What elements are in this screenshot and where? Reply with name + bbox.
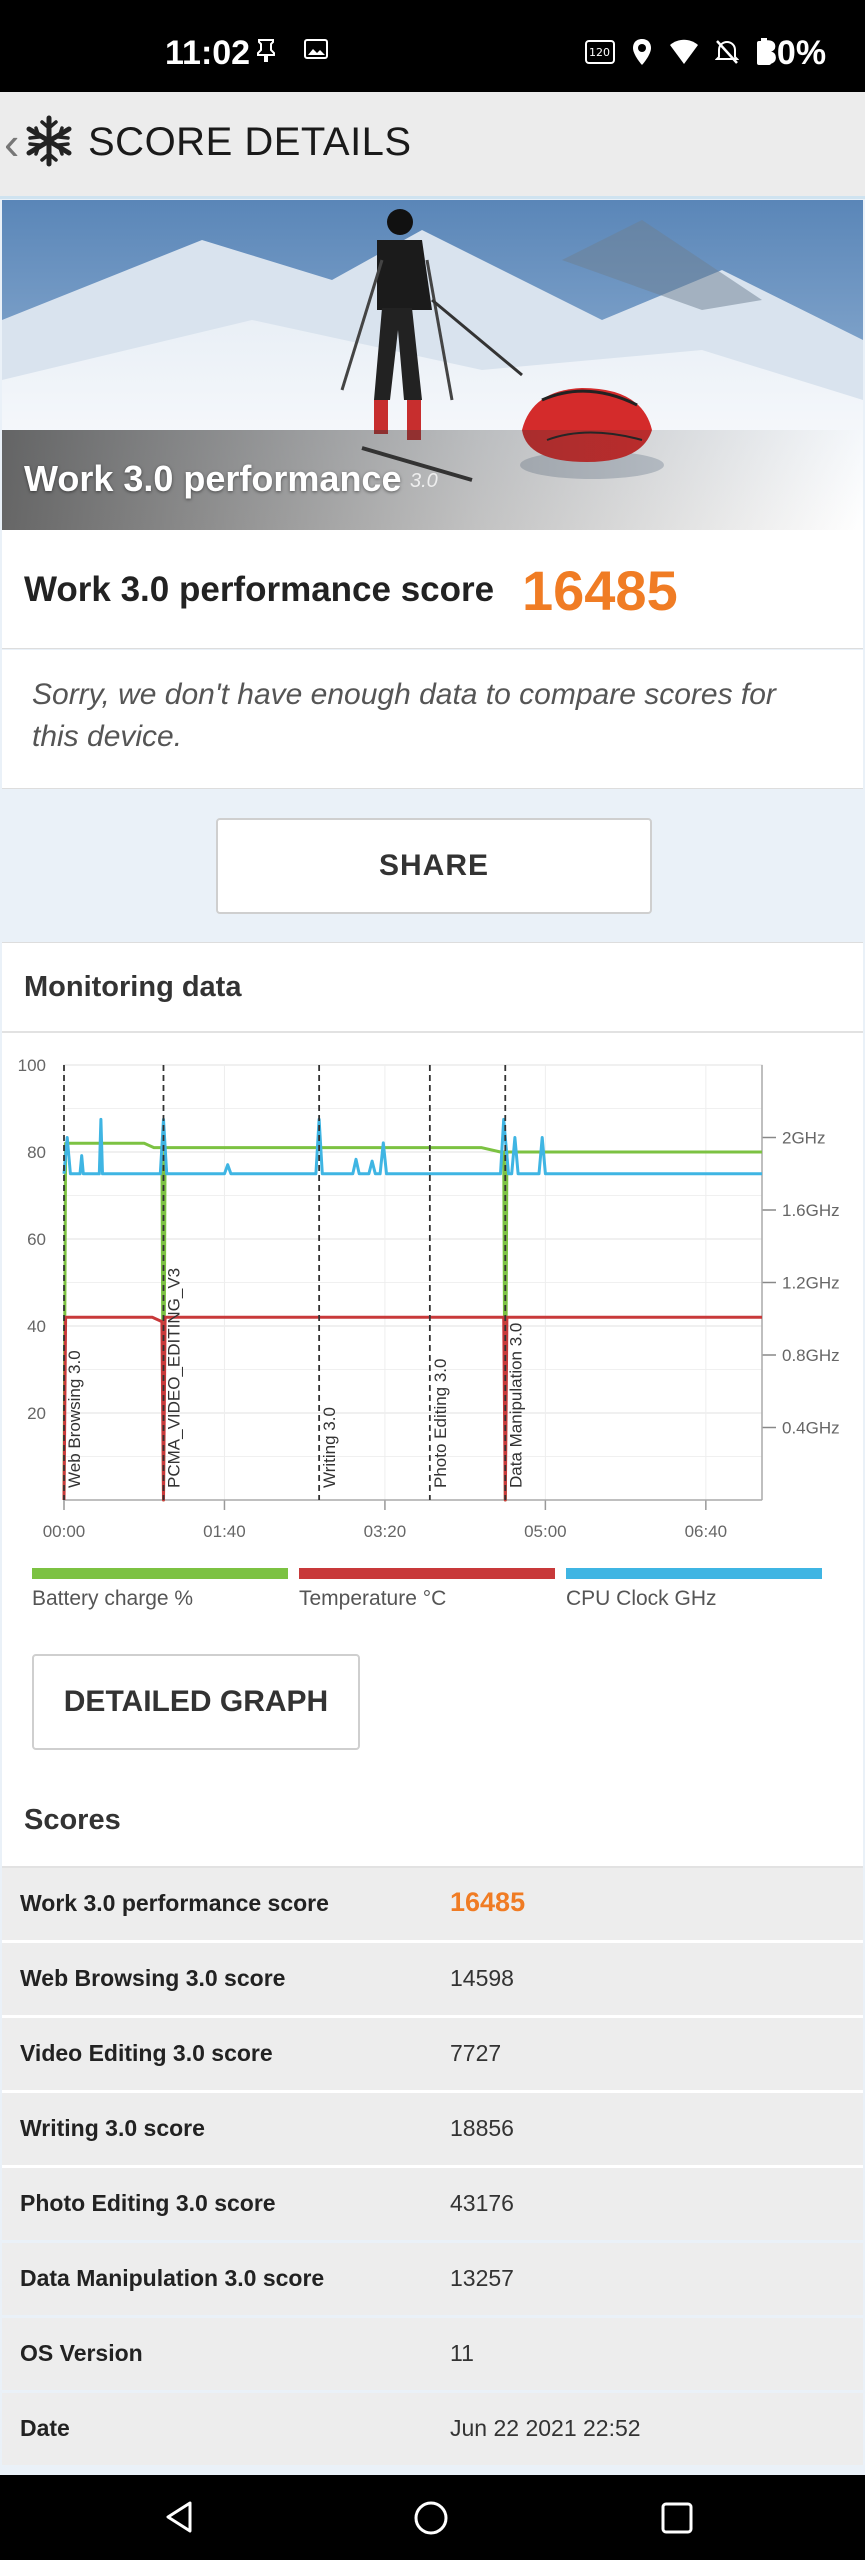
test-marker-label: Web Browsing 3.0 <box>65 1350 84 1488</box>
row-label: Data Manipulation 3.0 score <box>20 2265 325 2291</box>
y-tick-label-right: 0.4GHz <box>782 1419 840 1438</box>
legend-label-battery: Battery charge % <box>32 1587 194 1610</box>
monitoring-title: Monitoring data <box>24 971 242 1003</box>
legend-cpu: CPU Clock GHz <box>566 1568 822 1611</box>
series-line-cpu-clock <box>62 1117 762 1176</box>
hero-title: Work 3.0 performance <box>24 458 402 499</box>
legend-swatch-temperature <box>299 1568 555 1579</box>
legend-swatch-cpu <box>566 1568 822 1579</box>
row-label: Video Editing 3.0 score <box>20 2040 273 2066</box>
test-marker-label: Photo Editing 3.0 <box>431 1359 450 1488</box>
row-value: 16485 <box>450 1887 526 1917</box>
hero-image <box>2 200 863 530</box>
detailed-graph-button[interactable]: DETAILED GRAPH <box>32 1654 360 1750</box>
x-tick-label: 00:00 <box>43 1522 86 1541</box>
y-tick-label-left: 20 <box>27 1404 46 1423</box>
row-value: 13257 <box>450 2265 514 2291</box>
y-tick-label-left: 80 <box>27 1143 46 1162</box>
divider <box>2 1031 863 1033</box>
test-marker-label: Data Manipulation 3.0 <box>506 1323 525 1488</box>
row-value: 18856 <box>450 2115 514 2141</box>
y-tick-label-right: 0.8GHz <box>782 1346 840 1365</box>
row-value: 7727 <box>450 2040 502 2066</box>
monitoring-chart: 100 80 60 40 20 2GHz 1.6GHz 1.2GHz 0.8GHz 0.4GHz 0… <box>18 1056 840 1541</box>
mute-icon <box>714 39 740 70</box>
status-bar: 11:02 120 80% <box>0 0 865 92</box>
navigation-bar <box>0 2475 865 2560</box>
scores-header: Scores <box>2 1782 863 1868</box>
y-tick-label-right: 2GHz <box>782 1129 825 1148</box>
table-row: Work 3.0 performance score 16485 <box>2 1868 863 1940</box>
legend-battery: Battery charge % <box>32 1568 288 1611</box>
snowflake-logo-icon[interactable] <box>22 114 76 173</box>
table-row: Data Manipulation 3.0 score 13257 <box>2 2243 863 2315</box>
table-row: Photo Editing 3.0 score 43176 <box>2 2168 863 2240</box>
y-tick-label-left: 60 <box>27 1230 46 1249</box>
row-label: Date <box>20 2415 70 2441</box>
page-title: SCORE DETAILS <box>88 120 412 164</box>
legend-label-temperature: Temperature °C <box>299 1587 447 1610</box>
refresh-rate-120hz-icon: 120 <box>585 39 615 70</box>
row-label: OS Version <box>20 2340 143 2366</box>
row-value: 11 <box>450 2340 474 2366</box>
battery-icon <box>755 38 773 71</box>
test-marker-label: PCMA_VIDEO_EDITING_V3 <box>164 1268 183 1488</box>
table-row: Web Browsing 3.0 score 14598 <box>2 1943 863 2015</box>
legend-swatch-battery <box>32 1568 288 1579</box>
share-button[interactable]: SHARE <box>216 818 652 914</box>
row-value: Jun 22 2021 22:52 <box>450 2415 641 2441</box>
score-value: 16485 <box>522 559 678 622</box>
hero-version: 3.0 <box>410 470 438 492</box>
y-tick-label-right: 1.2GHz <box>782 1274 840 1293</box>
row-label: Work 3.0 performance score <box>20 1890 329 1916</box>
y-tick-label-right: 1.6GHz <box>782 1201 840 1220</box>
row-value: 43176 <box>450 2190 514 2216</box>
home-icon[interactable] <box>412 2499 450 2542</box>
row-label: Photo Editing 3.0 score <box>20 2190 276 2216</box>
divider <box>2 1866 863 1868</box>
notification-pin-icon <box>255 38 277 67</box>
score-label: Work 3.0 performance score <box>24 570 495 609</box>
row-label: Web Browsing 3.0 score <box>20 1965 286 1991</box>
recents-icon[interactable] <box>660 2501 694 2540</box>
table-row: Writing 3.0 score 18856 <box>2 2093 863 2165</box>
back-icon[interactable] <box>162 2499 198 2540</box>
back-chevron-icon[interactable]: ‹ <box>4 117 20 169</box>
wifi-icon <box>669 39 699 70</box>
x-tick-label: 05:00 <box>524 1522 567 1541</box>
svg-text:120: 120 <box>589 46 610 59</box>
table-row: OS Version 11 <box>2 2318 863 2390</box>
status-time: 11:02 <box>165 34 251 72</box>
table-row: Video Editing 3.0 score 7727 <box>2 2018 863 2090</box>
score-card: Work 3.0 performance score 16485 <box>2 530 863 649</box>
hero-banner: Work 3.0 performance 3.0 <box>2 200 863 530</box>
y-tick-label-left: 40 <box>27 1317 46 1336</box>
scores-title: Scores <box>24 1804 121 1836</box>
legend-label-cpu: CPU Clock GHz <box>566 1587 717 1610</box>
y-tick-label-left: 100 <box>18 1056 46 1075</box>
battery-percent: 80% <box>758 34 827 72</box>
x-tick-label: 03:20 <box>364 1522 407 1541</box>
x-tick-label: 01:40 <box>203 1522 246 1541</box>
row-value: 14598 <box>450 1965 514 1991</box>
table-row: Date Jun 22 2021 22:52 <box>2 2393 863 2465</box>
row-label: Writing 3.0 score <box>20 2115 205 2141</box>
x-tick-label: 06:40 <box>685 1522 728 1541</box>
compare-card: Sorry, we don't have enough data to comp… <box>2 650 863 789</box>
gallery-icon <box>303 38 329 67</box>
compare-note: Sorry, we don't have enough data to comp… <box>32 678 776 753</box>
app-bar: ‹ SCORE DETAILS <box>0 92 865 199</box>
scores-table: Work 3.0 performance score 16485 Web Bro… <box>2 1868 863 2468</box>
legend-temperature: Temperature °C <box>299 1568 555 1611</box>
location-icon <box>631 38 653 71</box>
test-marker-label: Writing 3.0 <box>320 1407 339 1488</box>
